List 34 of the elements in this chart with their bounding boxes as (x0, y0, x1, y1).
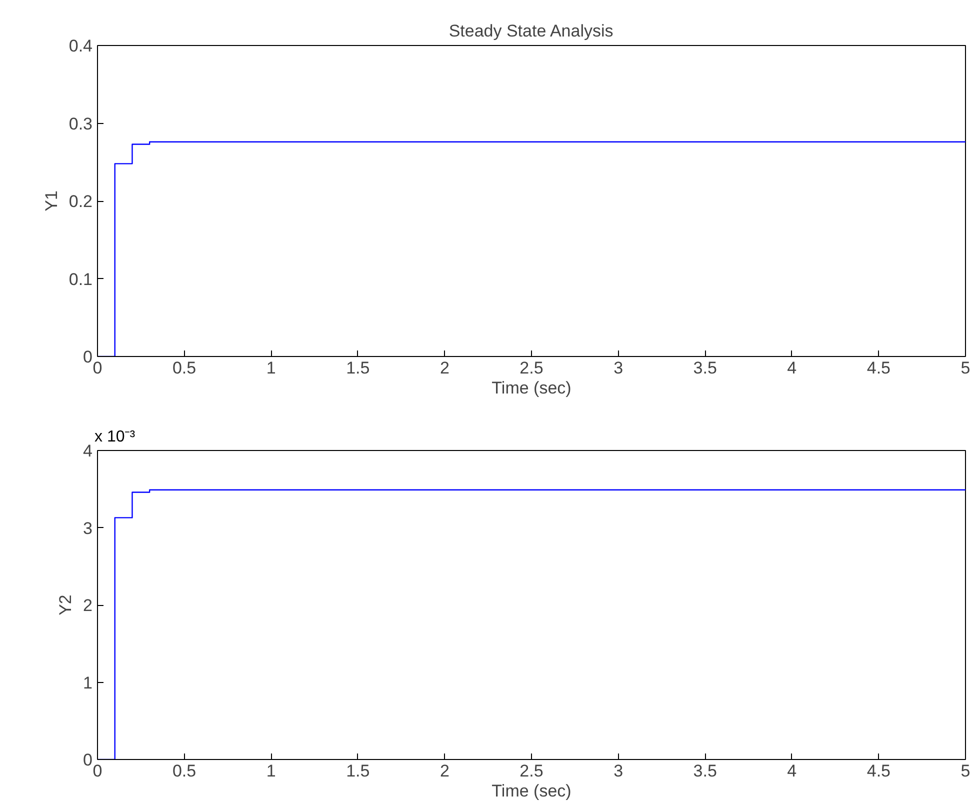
y-tick-label: 0.2 (68, 192, 93, 211)
y-tick-label: 0.4 (68, 36, 93, 56)
x-tick-label: 1 (266, 762, 276, 780)
text: x 10⁻³ (94, 428, 136, 446)
x-tick-label: 5 (960, 358, 970, 378)
y-tick-label: 0.3 (68, 114, 93, 134)
x-tick-label: 4 (787, 762, 797, 780)
x-axis-title: Time (sec) (492, 782, 572, 800)
x-axis-title: Time (sec) (492, 378, 572, 398)
x-tick-label: 3.5 (693, 358, 717, 378)
y-axis-title: Y2 (56, 594, 76, 616)
y-tick-label: 2 (83, 596, 93, 615)
y-tick-label: 4 (83, 442, 93, 460)
y-tick-label: 1 (83, 673, 93, 692)
x-tick-label: 1.5 (346, 762, 370, 780)
x-tick-label: 4.5 (866, 358, 891, 378)
x-tick-label: 4.5 (866, 762, 891, 780)
y-tick-label: 0.1 (68, 270, 93, 289)
x-tick-label: 1 (266, 358, 276, 378)
x-tick-label: 2.5 (520, 358, 544, 378)
y-axis-title: Y1 (42, 190, 61, 212)
x-tick-label: 4 (787, 358, 797, 378)
x-tick-label: 2 (440, 358, 450, 378)
x-tick-label: 2 (440, 762, 450, 780)
x-tick-label: 5 (960, 762, 970, 780)
chart-title: Steady State Analysis (448, 22, 614, 40)
x-tick-label: 2.5 (520, 762, 544, 780)
x-tick-label: 0.5 (172, 762, 196, 780)
x-tick-label: 1.5 (346, 358, 370, 378)
x-tick-label: 3.5 (693, 762, 717, 780)
x-tick-label: 3 (614, 762, 624, 780)
y-tick-label: 3 (83, 518, 93, 538)
x-tick-label: 0.5 (172, 358, 196, 378)
x-tick-label: 3 (614, 358, 624, 378)
